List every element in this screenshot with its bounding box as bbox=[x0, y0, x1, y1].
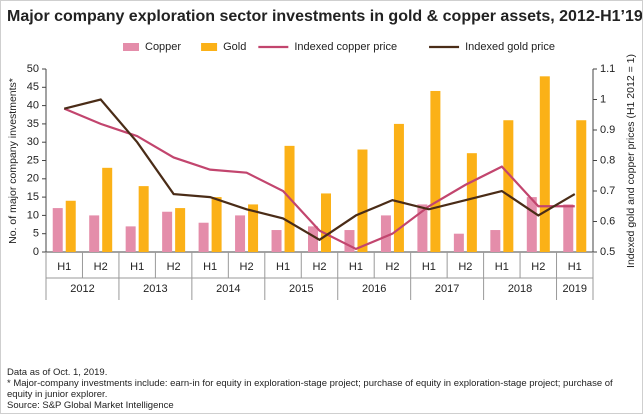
y2-axis-label: Indexed gold and copper prices (H1 2012 … bbox=[625, 54, 637, 268]
legend-swatch bbox=[201, 43, 218, 51]
bar bbox=[211, 197, 222, 252]
bar bbox=[162, 211, 173, 252]
year-label: 2012 bbox=[70, 283, 94, 295]
x-tick-label: H1 bbox=[203, 261, 217, 273]
bar bbox=[198, 222, 209, 252]
bar bbox=[125, 226, 136, 252]
y-tick-label: 35 bbox=[27, 118, 39, 130]
y2-tick-label: 1.1 bbox=[600, 63, 615, 75]
x-tick-label: H1 bbox=[57, 261, 71, 273]
y-tick-label: 25 bbox=[27, 154, 39, 166]
bar bbox=[380, 215, 391, 252]
note: Data as of Oct. 1, 2019. bbox=[7, 367, 108, 378]
x-tick-label: H1 bbox=[349, 261, 363, 273]
bar bbox=[526, 197, 537, 252]
year-label: 2017 bbox=[435, 283, 459, 295]
y2-tick-label: 1 bbox=[600, 93, 606, 105]
bar bbox=[235, 215, 246, 252]
year-label: 2015 bbox=[289, 283, 313, 295]
bar bbox=[175, 208, 186, 252]
bar bbox=[503, 120, 514, 253]
y-tick-label: 5 bbox=[33, 228, 39, 240]
legend-label: Indexed gold price bbox=[465, 41, 555, 53]
notes: Data as of Oct. 1, 2019. * Major-company… bbox=[7, 367, 635, 411]
x-tick-label: H1 bbox=[568, 261, 582, 273]
year-label: 2019 bbox=[563, 283, 587, 295]
chart-title: Major company exploration sector investm… bbox=[7, 8, 642, 25]
bar bbox=[344, 230, 355, 252]
bar bbox=[102, 167, 113, 252]
bar bbox=[430, 90, 441, 253]
x-tick-label: H2 bbox=[385, 261, 399, 273]
year-label: 2018 bbox=[508, 283, 532, 295]
bar bbox=[138, 186, 149, 252]
x-tick-label: H2 bbox=[312, 261, 326, 273]
chart: Major company exploration sector investm… bbox=[7, 8, 642, 300]
line bbox=[63, 107, 575, 251]
bar bbox=[417, 204, 428, 252]
y-tick-label: 45 bbox=[27, 81, 39, 93]
bar bbox=[321, 193, 331, 252]
x-tick-label: H2 bbox=[240, 261, 254, 273]
bar bbox=[393, 123, 404, 253]
y-axis-label: No. of major company investments* bbox=[7, 78, 19, 244]
bar bbox=[357, 149, 368, 252]
bar bbox=[466, 153, 477, 252]
bar bbox=[89, 215, 100, 252]
y2-tick-label: 0.9 bbox=[600, 124, 615, 136]
year-label: 2013 bbox=[143, 283, 167, 295]
legend-label: Gold bbox=[223, 41, 246, 53]
y-tick-label: 0 bbox=[33, 246, 39, 258]
y-tick-label: 20 bbox=[27, 173, 39, 185]
bar bbox=[52, 208, 63, 252]
x-tick-label: H2 bbox=[531, 261, 545, 273]
bar bbox=[453, 233, 464, 252]
x-tick-label: H1 bbox=[422, 261, 436, 273]
y-tick-label: 30 bbox=[27, 136, 39, 148]
y2-tick-label: 0.6 bbox=[600, 215, 615, 227]
bar bbox=[576, 120, 587, 253]
x-tick-label: H1 bbox=[276, 261, 290, 273]
x-tick-label: H2 bbox=[458, 261, 472, 273]
bar bbox=[563, 204, 574, 252]
year-label: 2014 bbox=[216, 283, 240, 295]
y-tick-label: 50 bbox=[27, 63, 39, 75]
year-label: 2016 bbox=[362, 283, 386, 295]
y-tick-label: 40 bbox=[27, 100, 39, 112]
bar bbox=[248, 204, 259, 252]
y-tick-label: 15 bbox=[27, 191, 39, 203]
bar bbox=[65, 200, 76, 252]
bar bbox=[308, 226, 318, 252]
y2-tick-label: 0.5 bbox=[600, 246, 615, 258]
x-tick-label: H2 bbox=[94, 261, 108, 273]
line bbox=[63, 98, 576, 242]
bar bbox=[539, 76, 550, 252]
y2-tick-label: 0.7 bbox=[600, 185, 615, 197]
note: * Major-company investments include: ear… bbox=[7, 378, 613, 400]
x-tick-label: H1 bbox=[495, 261, 509, 273]
bar bbox=[490, 230, 501, 252]
legend-label: Copper bbox=[145, 41, 181, 53]
x-tick-label: H2 bbox=[167, 261, 181, 273]
source: Source: S&P Global Market Intelligence bbox=[7, 400, 174, 411]
y-tick-label: 10 bbox=[27, 209, 39, 221]
y2-tick-label: 0.8 bbox=[600, 154, 615, 166]
bar bbox=[271, 230, 282, 252]
x-tick-label: H1 bbox=[130, 261, 144, 273]
legend-swatch bbox=[123, 43, 139, 51]
legend-label: Indexed copper price bbox=[294, 41, 397, 53]
